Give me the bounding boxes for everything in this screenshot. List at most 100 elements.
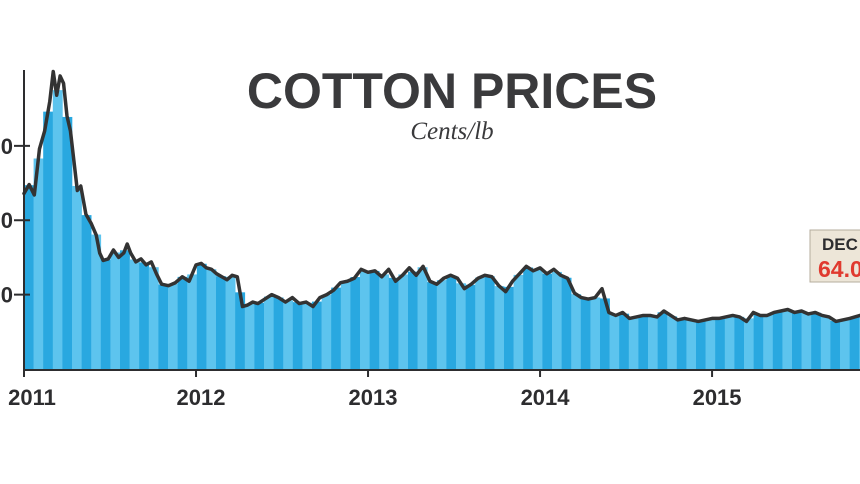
price-stripe <box>686 319 697 369</box>
price-stripe <box>753 314 764 369</box>
y-tick-label: 00 <box>0 283 13 308</box>
price-stripe <box>177 276 188 369</box>
price-stripe <box>369 270 380 369</box>
price-stripe <box>667 316 678 369</box>
price-stripe <box>744 318 754 369</box>
price-stripe <box>417 267 428 369</box>
price-stripe <box>244 303 255 369</box>
price-stripe <box>408 271 418 369</box>
price-stripe <box>561 277 572 369</box>
price-stripe <box>235 292 246 369</box>
price-stripe <box>302 302 313 369</box>
price-stripe <box>590 297 601 369</box>
price-stripe <box>734 316 745 369</box>
chart-subtitle: Cents/lb <box>410 118 493 145</box>
price-stripe <box>580 298 591 369</box>
price-stripe <box>705 318 716 369</box>
price-stripe <box>628 317 639 369</box>
price-stripe <box>465 284 476 369</box>
price-stripe <box>216 276 226 369</box>
price-stripe <box>283 300 294 369</box>
price-stripe <box>542 273 553 369</box>
price-stripe <box>340 281 351 369</box>
price-stripe <box>225 276 236 369</box>
price-stripe <box>504 286 514 369</box>
price-stripe <box>33 158 44 369</box>
price-stripe <box>292 302 303 369</box>
price-stripe <box>120 250 130 369</box>
x-tick-label: 2013 <box>349 385 398 410</box>
price-stripe <box>600 298 610 369</box>
price-stripe <box>273 297 284 369</box>
price-stripe <box>91 234 102 369</box>
price-stripe <box>43 111 54 369</box>
price-stripe <box>494 286 505 369</box>
price-stripe <box>552 271 562 369</box>
price-stripe <box>446 275 457 369</box>
price-stripe <box>254 302 265 369</box>
price-stripe <box>81 215 92 369</box>
y-tick-label: 00 <box>0 134 13 159</box>
latest-price-callout: DEC 8 64.0 <box>809 229 860 283</box>
x-tick-label: 2012 <box>177 385 226 410</box>
price-stripe <box>513 274 524 369</box>
chart-title: COTTON PRICES <box>247 63 657 119</box>
price-stripe <box>772 311 783 369</box>
price-stripe <box>398 274 409 369</box>
price-stripe <box>196 263 207 369</box>
callout-date: DEC 8 <box>822 235 860 254</box>
callout-box <box>809 229 860 283</box>
price-stripe <box>724 316 735 369</box>
price-stripe <box>849 317 860 369</box>
x-tick-label: 2015 <box>693 385 742 410</box>
price-stripe <box>72 185 82 369</box>
price-stripe <box>62 116 73 370</box>
price-stripe <box>379 274 390 369</box>
price-stripe <box>264 296 274 369</box>
price-stripe <box>532 268 543 369</box>
price-stripe <box>475 277 486 369</box>
price-stripe <box>350 277 361 369</box>
price-stripe <box>100 259 111 369</box>
y-ticks: 00 00 00 <box>0 134 30 308</box>
price-stripe <box>619 313 630 369</box>
price-stripe <box>571 294 582 369</box>
x-tick-label: 2014 <box>521 385 571 410</box>
price-stripe <box>801 313 812 369</box>
x-ticks: 2011 2012 2013 2014 2015 <box>8 369 742 410</box>
price-stripe <box>129 259 140 369</box>
price-stripe <box>696 320 706 369</box>
price-stripe <box>676 319 687 369</box>
price-stripe <box>657 312 668 369</box>
x-tick-label: 2011 <box>8 385 56 410</box>
price-stripe <box>148 267 159 369</box>
y-tick-label: 00 <box>0 208 13 233</box>
price-stripe <box>648 316 658 369</box>
price-stripe <box>715 318 726 369</box>
price-stripe <box>609 314 620 369</box>
callout-value: 64.0 <box>818 256 860 282</box>
price-stripe <box>782 309 793 369</box>
price-stripe <box>52 90 63 369</box>
price-stripe <box>139 262 150 369</box>
price-stripe <box>436 280 447 369</box>
price-stripe <box>331 287 342 369</box>
price-line <box>22 69 860 324</box>
price-stripe <box>206 269 217 369</box>
price-stripe <box>484 276 495 369</box>
price-stripes <box>24 90 860 370</box>
price-stripe <box>158 284 169 369</box>
price-stripe <box>820 316 831 369</box>
price-stripe <box>312 301 322 369</box>
price-stripe <box>840 319 850 369</box>
price-stripe <box>168 283 178 369</box>
price-stripe <box>456 283 466 369</box>
price-stripe <box>638 315 649 369</box>
price-stripe <box>523 267 534 369</box>
price-stripe <box>360 270 370 369</box>
price-stripe <box>763 315 774 369</box>
price-stripe <box>187 274 198 369</box>
price-stripe <box>110 252 121 369</box>
price-stripe <box>321 294 332 369</box>
